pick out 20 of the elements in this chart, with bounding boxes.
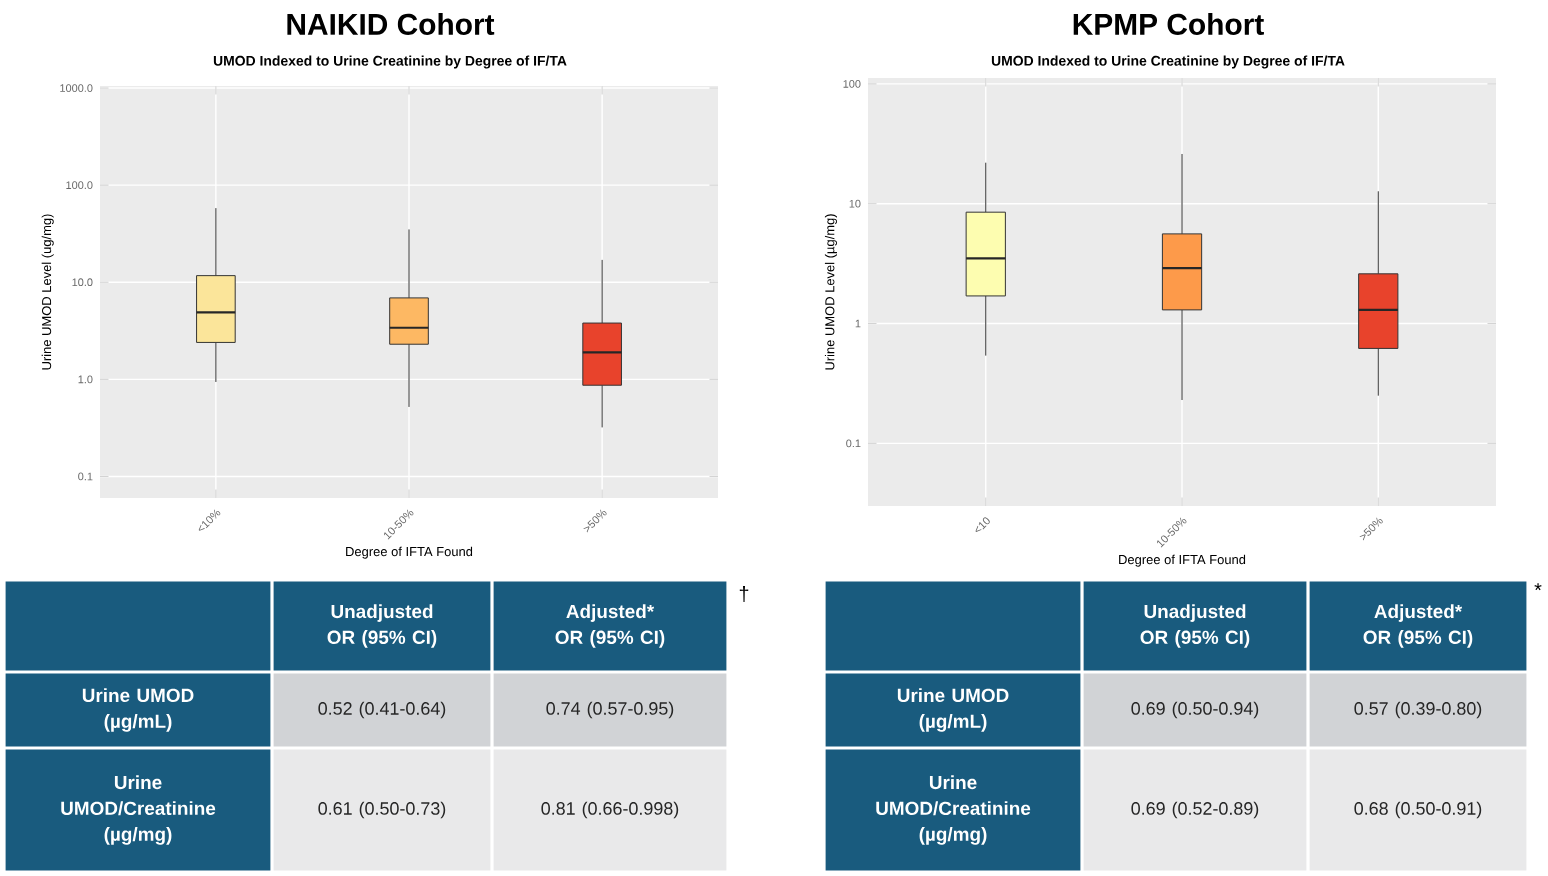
text: 0.69 (0.52-0.89) (1131, 801, 1259, 819)
text: * (1534, 583, 1542, 591)
text: 0.57 (0.39-0.80) (1354, 701, 1482, 719)
chart-title: NAIKID Cohort (287, 13, 495, 35)
text: Urine UMOD (µg/mL) (82, 688, 194, 732)
text: Unadjusted OR (95% CI) (327, 604, 437, 648)
text: 0.69 (0.50-0.94) (1131, 701, 1259, 719)
text: 0.81 (0.66-0.998) (541, 801, 679, 819)
text: † (739, 586, 749, 602)
text: Urine UMOD/Creatinine (µg/mg) (876, 775, 1031, 845)
text: 0.74 (0.57-0.95) (546, 701, 674, 719)
text: Unadjusted OR (95% CI) (1140, 604, 1250, 648)
text: Urine UMOD/Creatinine (µg/mg) (61, 775, 216, 845)
text: 0.61 (0.50-0.73) (318, 801, 446, 819)
text: Adjusted* OR (95% CI) (555, 604, 665, 648)
text: Adjusted* OR (95% CI) (1363, 604, 1473, 648)
text: Urine UMOD (µg/mL) (897, 688, 1009, 732)
text: 0.52 (0.41-0.64) (318, 701, 446, 719)
text: 0.68 (0.50-0.91) (1354, 801, 1482, 819)
chart-title: KPMP Cohort (1073, 13, 1264, 35)
